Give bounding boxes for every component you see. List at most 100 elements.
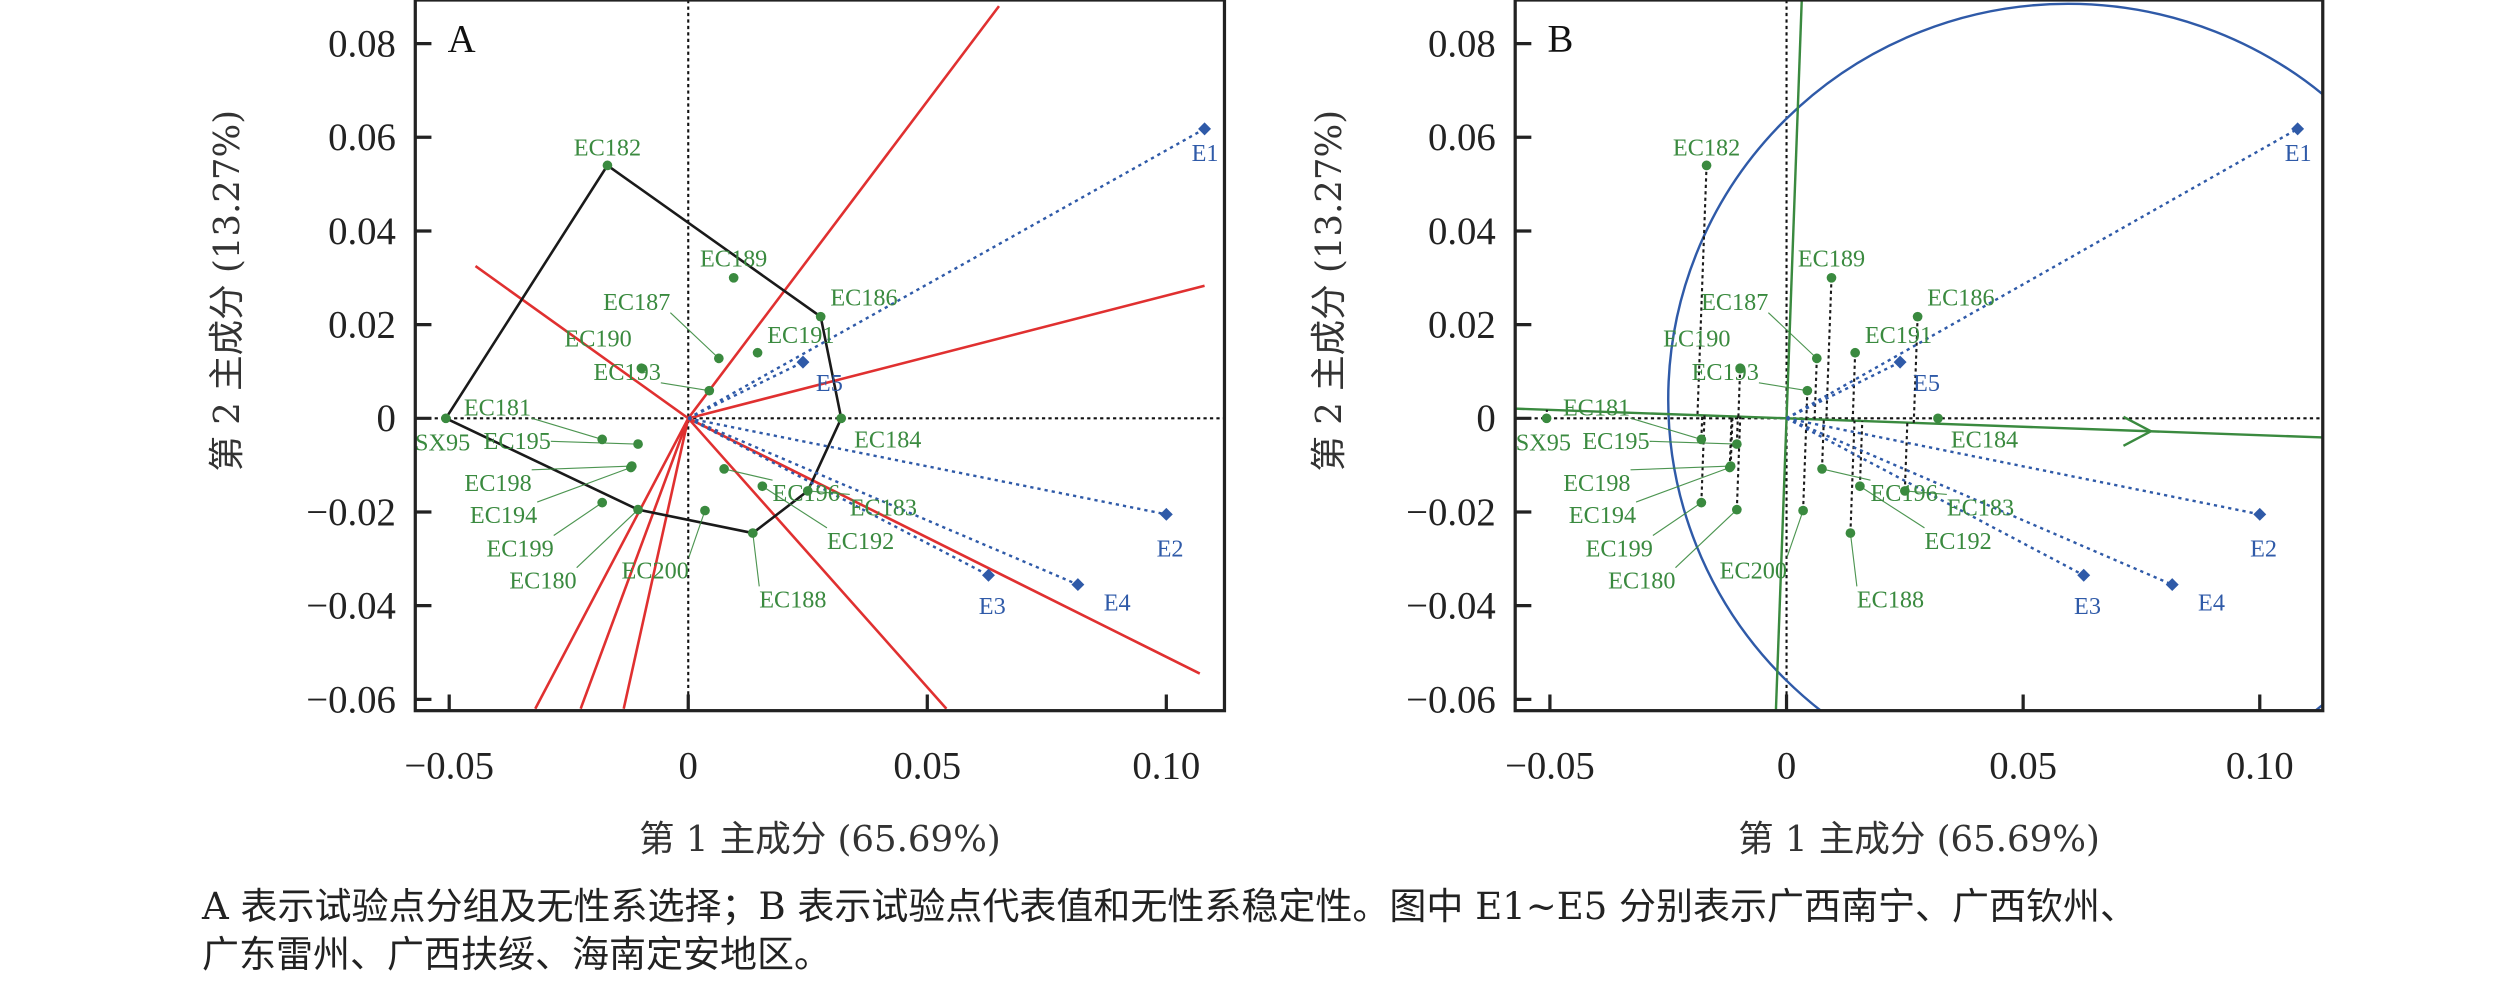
label-leader-line [1649,440,1737,445]
label-leader-line [1630,465,1731,471]
genotype-point [441,413,451,424]
x-tick-label: −0.05 [404,744,494,787]
genotype-label: EC196 [773,480,840,507]
environment-vector [1785,417,2085,577]
x-tick-label: 0.05 [893,744,961,787]
x-tick-label: 0.05 [1989,744,2057,787]
label-leader-line [576,509,639,569]
label-leader-line [1635,466,1730,503]
x-tick-label: 0 [679,744,698,787]
projection-line [1851,352,1857,421]
label-leader-line [537,466,632,503]
projection-line [1849,420,1856,534]
label-leader-line [660,382,710,392]
environment-label: E5 [1913,370,1940,397]
environment-point [1159,507,1173,521]
projection-line [1820,419,1825,469]
y-axis-label: 第 2 主成分 (13.27%) [207,110,248,472]
environment-point [2253,507,2267,521]
genotype-point [752,347,763,358]
genotype-label: EC181 [464,394,531,421]
figure-caption: A 表示试验点分组及无性系选择；B 表示试验点代表值和无性系稳定性。图中 E1~… [202,883,2502,979]
y-tick-label: 0.06 [1428,116,1496,159]
environment-vector [688,417,1167,516]
sector-ray [687,284,1205,420]
environment-label: E3 [2074,593,2101,620]
genotype-label: EC192 [1924,528,1991,555]
genotype-label: EC188 [1857,586,1924,613]
y-tick-label: 0.04 [328,210,396,253]
label-leader-line [1821,468,1871,481]
aec-abscissa-line [1515,407,2323,439]
genotype-label: EC186 [830,284,897,311]
projection-line [1700,415,1706,503]
label-leader-line [550,440,639,445]
y-tick-label: −0.06 [1406,678,1496,721]
y-tick-label: 0 [1476,397,1495,440]
y-tick-label: 0.02 [328,304,396,347]
genotype-label: EC193 [1692,359,1759,386]
genotype-label: EC192 [827,528,894,555]
environment-vector [1785,127,2299,420]
genotype-label: EC195 [484,428,551,455]
environment-point [1198,122,1212,136]
x-tick-label: 0.10 [2226,744,2294,787]
genotype-label: EC194 [470,502,537,529]
plot-frame [413,0,1227,713]
genotype-point [1701,160,1712,171]
sector-ray [687,5,1001,420]
genotype-point [1802,385,1813,396]
x-tick-label: 0 [1777,744,1796,787]
genotype-label: EC191 [1865,322,1932,349]
projection-line [1729,416,1734,467]
genotype-point [602,160,613,171]
label-leader-line [1904,490,1947,496]
genotype-point [1541,413,1552,424]
projection-line [1813,358,1818,420]
label-leader-line [1849,533,1858,587]
sector-ray [579,417,690,710]
genotype-label: EC181 [1563,394,1630,421]
projection-line [1696,165,1708,416]
environment-label: E5 [816,370,843,397]
label-leader-line [1630,417,1702,440]
leader-layer [1630,312,1947,587]
projection-line [1728,416,1733,468]
genotype-label: EC199 [1586,535,1653,562]
y-tick-label: −0.02 [306,491,396,534]
genotype-label: EC200 [1720,557,1787,584]
sector-ray [474,265,689,420]
environment-point [2077,568,2091,582]
label-layer: SX95 EC182 EC189 EC186 EC191 EC190 EC187 EC193 E… [1516,135,2312,620]
y-tick-label: 0.04 [1428,210,1496,253]
genotype-label: EC190 [1663,326,1730,353]
panel-b: SX95 EC182 EC189 EC186 EC191 EC190 EC187 EC193 E… [1309,0,2325,860]
genotype-label: EC190 [564,326,631,353]
genotype-label: EC194 [1569,502,1636,529]
genotype-point [1798,505,1808,516]
sector-ray [687,417,948,710]
genotype-point [728,272,739,283]
y-tick-label: −0.04 [1406,585,1496,628]
plot-area [1515,0,2323,711]
environment-label: E4 [2198,589,2225,616]
y-tick-label: −0.04 [306,585,396,628]
y-tick-label: −0.02 [1406,491,1496,534]
genotype-label: EC180 [509,568,576,595]
environment-vector [687,127,1206,420]
genotype-label: EC183 [1947,494,2014,521]
environment-point [2165,578,2179,592]
environment-vector [1786,417,2261,516]
environment-vector [1786,417,2173,586]
projection-line [1700,415,1704,440]
genotype-label: EC184 [854,426,921,453]
genotype-point [1933,413,1943,424]
environment-vector [687,417,1079,586]
plot-frame [1513,0,2325,713]
genotype-label: SX95 [415,430,470,457]
projection-line [1735,416,1739,445]
x-axis-label: 第 1 主成分 (65.69%) [1738,819,2100,860]
genotype-label: EC198 [464,470,531,497]
x-tick-label: −0.05 [1505,744,1595,787]
genotype-label: EC184 [1951,426,2018,453]
